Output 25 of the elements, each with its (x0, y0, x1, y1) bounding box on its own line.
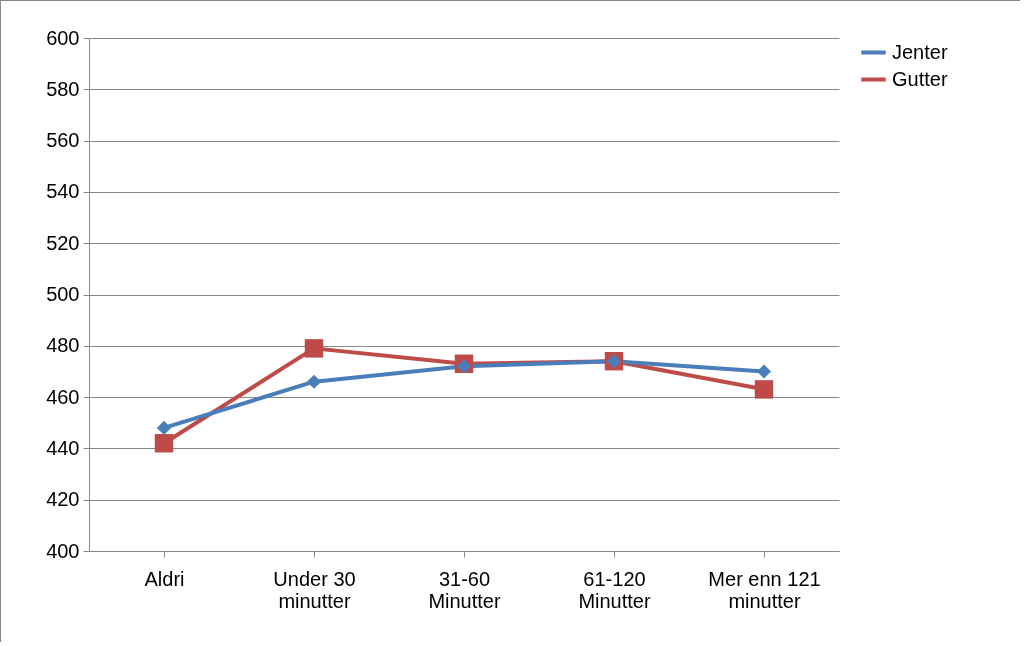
legend-label: Jenter (892, 40, 948, 63)
y-tick-label: 580 (46, 77, 80, 100)
y-tick-label: 400 (46, 539, 80, 562)
y-tick-label: 480 (46, 334, 80, 357)
point (756, 364, 772, 379)
x-tick-label: 31-60 Minutter (428, 567, 501, 612)
point (456, 359, 472, 374)
y-tick-label: 500 (46, 283, 80, 305)
y-tick-label: 560 (46, 129, 80, 152)
y-tick-label: 540 (46, 180, 80, 203)
y-tick-label: 420 (46, 488, 80, 511)
point (754, 380, 774, 399)
x-tick-label: Under 30 minutter (273, 567, 356, 612)
point (306, 374, 322, 389)
legend-label: Gutter (892, 67, 948, 90)
y-tick-label: 460 (46, 385, 80, 408)
x-tick-label: Aldri (144, 567, 185, 590)
point (156, 420, 172, 435)
y-tick-label: 440 (46, 436, 80, 459)
x-tick-label: Mer enn 121 minutter (708, 567, 821, 612)
y-tick-label: 600 (46, 26, 80, 49)
point (154, 434, 174, 453)
point (304, 339, 324, 358)
y-tick-label: 520 (46, 231, 80, 254)
x-tick-label: 61-120 Minutter (578, 567, 651, 612)
